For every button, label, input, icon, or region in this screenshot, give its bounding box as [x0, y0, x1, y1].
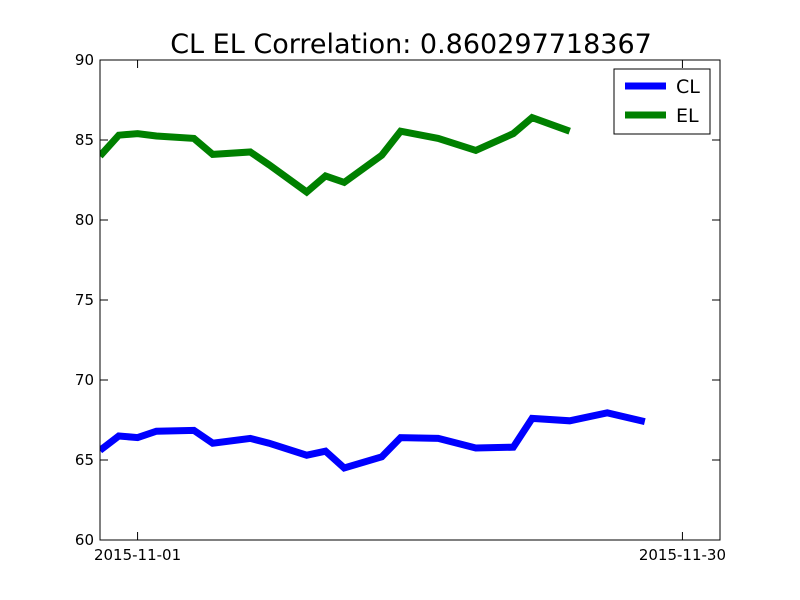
y-tick-label: 75: [75, 291, 94, 309]
legend-label-cl: CL: [676, 76, 700, 98]
x-tick-label: 2015-11-30: [639, 546, 726, 564]
y-tick-label: 70: [75, 371, 94, 389]
y-tick-label: 80: [75, 211, 94, 229]
y-tick-label: 65: [75, 451, 94, 469]
series-line-el: [100, 113, 571, 197]
series-line-cl: [100, 409, 646, 472]
x-tick-label: 2015-11-01: [94, 546, 181, 564]
y-tick-label: 60: [75, 531, 94, 549]
legend-box: [613, 68, 711, 135]
legend-label-el: EL: [676, 105, 699, 127]
y-tick-label: 90: [75, 51, 94, 69]
chart-title: CL EL Correlation: 0.860297718367: [170, 29, 652, 60]
y-tick-label: 85: [75, 131, 94, 149]
